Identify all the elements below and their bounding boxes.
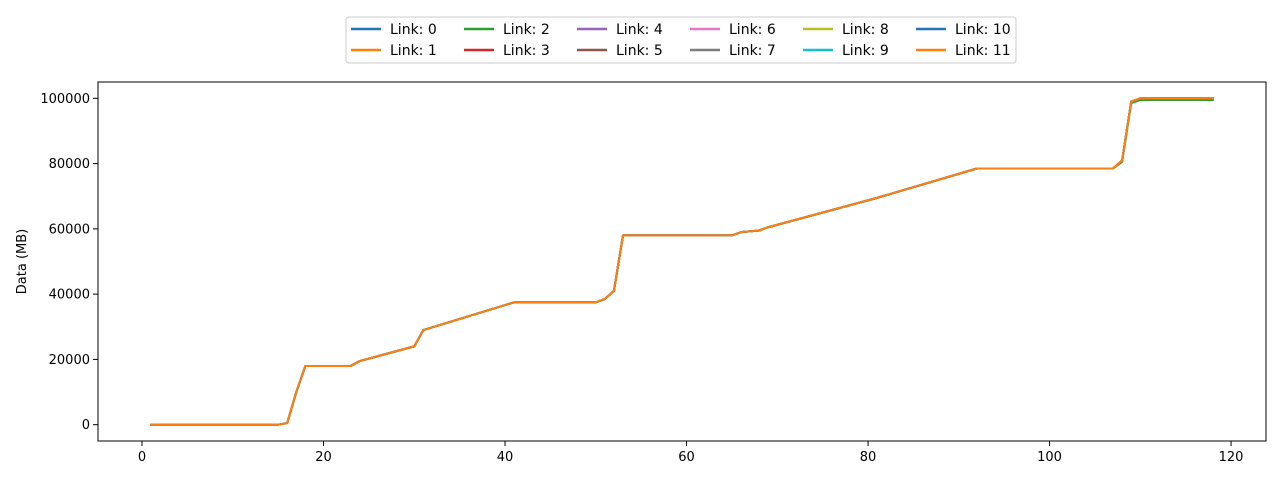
x-tick-label: 100 <box>1037 450 1062 465</box>
series-line-link-3 <box>150 97 1214 426</box>
legend-label: Link: 11 <box>955 43 1011 59</box>
series-line-link-4 <box>150 97 1214 426</box>
legend-label: Link: 1 <box>390 43 437 59</box>
legend-label: Link: 2 <box>503 22 550 38</box>
legend-label: Link: 0 <box>390 22 437 38</box>
y-tick-label: 0 <box>82 418 90 433</box>
legend-item-link-0: Link: 0 <box>351 22 437 38</box>
series-line-link-10 <box>150 97 1214 426</box>
legend-item-link-11: Link: 11 <box>916 43 1011 59</box>
x-tick-label: 20 <box>315 450 332 465</box>
legend: Link: 0 Link: 1 Link: 2 Link: 3 Link: 4 Link:… <box>345 16 1017 64</box>
legend-label: Link: 8 <box>842 22 889 38</box>
x-tick-label: 0 <box>138 450 146 465</box>
series-line-link-9 <box>150 97 1214 426</box>
y-tick-label: 100000 <box>40 92 90 107</box>
legend-item-link-6: Link: 6 <box>690 22 776 38</box>
x-tick-label: 40 <box>497 450 514 465</box>
legend-label: Link: 6 <box>729 22 776 38</box>
series-line-link-1 <box>150 97 1214 426</box>
x-tick-label: 60 <box>678 450 695 465</box>
legend-item-link-3: Link: 3 <box>464 43 550 59</box>
legend-item-link-5: Link: 5 <box>577 43 663 59</box>
x-tick-label: 80 <box>860 450 877 465</box>
y-tick-label: 60000 <box>49 222 90 237</box>
legend-label: Link: 10 <box>955 22 1011 38</box>
plot-lines <box>150 97 1214 426</box>
series-line-link-7 <box>150 97 1214 426</box>
legend-item-link-2: Link: 2 <box>464 22 550 38</box>
legend-label: Link: 7 <box>729 43 776 59</box>
series-line-link-6 <box>150 97 1214 426</box>
legend-item-link-1: Link: 1 <box>351 43 437 59</box>
series-line-link-0 <box>150 97 1214 426</box>
y-tick-label: 80000 <box>49 157 90 172</box>
legend-label: Link: 5 <box>616 43 663 59</box>
legend-item-link-4: Link: 4 <box>577 22 663 38</box>
y-tick-label: 40000 <box>49 288 90 303</box>
series-line-link-8 <box>150 97 1214 426</box>
legend-label: Link: 9 <box>842 43 889 59</box>
y-axis-label: Data (MB) <box>15 229 30 294</box>
legend-label: Link: 3 <box>503 43 550 59</box>
plot-frame <box>97 81 1267 442</box>
y-tick-label: 20000 <box>49 353 90 368</box>
series-line-link-2 <box>150 98 1214 426</box>
legend-item-link-7: Link: 7 <box>690 43 776 59</box>
legend-label: Link: 4 <box>616 22 663 38</box>
y-axis: 0 20000 40000 60000 80000 100000 <box>40 92 98 433</box>
series-line-link-5 <box>150 97 1214 426</box>
legend-item-link-9: Link: 9 <box>803 43 889 59</box>
legend-frame <box>345 16 1017 64</box>
x-axis: 0 20 40 60 80 100 120 <box>138 441 1244 465</box>
legend-item-link-8: Link: 8 <box>803 22 889 38</box>
series-line-link-11 <box>150 97 1214 426</box>
x-tick-label: 120 <box>1219 450 1244 465</box>
legend-item-link-10: Link: 10 <box>916 22 1011 38</box>
